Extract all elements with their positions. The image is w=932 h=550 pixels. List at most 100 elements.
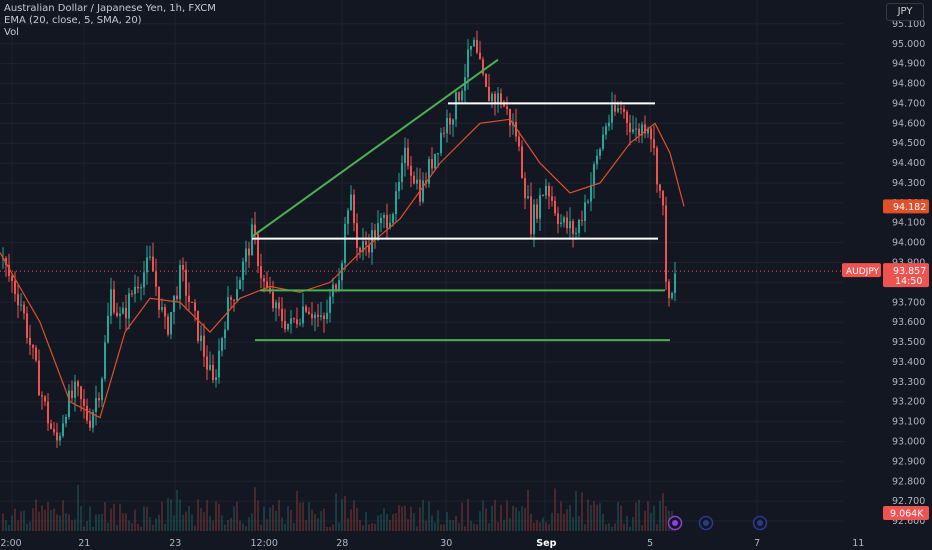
volume-bar	[263, 506, 265, 531]
candle-body	[254, 224, 256, 235]
volume-bar	[146, 506, 148, 531]
volume-bar	[80, 506, 82, 531]
candle-body	[407, 147, 409, 166]
symbol-title[interactable]: Australian Dollar / Japanese Yen, 1h, FX…	[4, 3, 216, 14]
volume-bar	[635, 502, 637, 531]
candle-body	[119, 313, 121, 317]
candle-body	[122, 307, 124, 314]
candle-body	[221, 338, 223, 351]
candle-body	[506, 106, 508, 109]
volume-bar	[26, 523, 28, 531]
candle-body	[383, 214, 385, 218]
currency-button[interactable]: JPY	[886, 3, 924, 21]
candle-body	[47, 401, 49, 424]
candle-body	[248, 248, 250, 256]
candle-body	[140, 287, 142, 289]
volume-bar	[17, 520, 19, 531]
candle-body	[125, 307, 127, 319]
candle-body	[599, 149, 601, 156]
volume-bar	[461, 502, 463, 531]
y-tick-label: 93.400	[892, 357, 925, 368]
volume-bar	[71, 520, 73, 531]
candle-body	[251, 224, 253, 256]
volume-bar	[95, 514, 97, 531]
volume-indicator-label[interactable]: Vol	[4, 27, 19, 38]
volume-bar	[287, 506, 289, 531]
volume-bar	[53, 508, 55, 531]
event-flag-icon-dot	[703, 520, 709, 526]
candle-body	[527, 196, 529, 199]
volume-bar	[77, 484, 79, 531]
candle-body	[623, 108, 625, 112]
candle-body	[653, 139, 655, 148]
ema-indicator-label[interactable]: EMA (20, close, 5, SMA, 20)	[4, 15, 142, 26]
candle-body	[74, 381, 76, 398]
volume-bar	[164, 523, 166, 531]
time-axis[interactable]	[0, 533, 843, 550]
candle-body	[323, 315, 325, 320]
volume-bar	[530, 513, 532, 531]
candle-body	[380, 217, 382, 224]
candle-body	[455, 92, 457, 120]
volume-bar	[269, 507, 271, 531]
candle-body	[659, 184, 661, 191]
candle-body	[575, 232, 577, 234]
candle-body	[224, 329, 226, 339]
candle-body	[209, 364, 211, 370]
volume-bar	[155, 518, 157, 531]
candle-body	[533, 204, 535, 235]
volume-bar	[365, 512, 367, 531]
candle-body	[149, 256, 151, 258]
volume-bar	[74, 519, 76, 531]
event-lightning-icon-dot	[672, 520, 678, 526]
volume-bar	[449, 520, 451, 531]
candle-body	[101, 378, 103, 401]
volume-bar	[593, 501, 595, 531]
volume-bar	[401, 506, 403, 531]
candle-body	[272, 291, 274, 309]
candle-body	[215, 377, 217, 381]
volume-bar	[8, 524, 10, 531]
trend-line[interactable]	[251, 58, 499, 238]
candle-body	[560, 222, 562, 224]
volume-bar	[398, 505, 400, 531]
candle-body	[284, 320, 286, 330]
volume-bar	[326, 526, 328, 531]
volume-bar	[266, 519, 268, 531]
candle-body	[434, 153, 436, 169]
candle-body	[230, 297, 232, 300]
y-tick-label: 94.600	[892, 118, 925, 129]
candle-body	[647, 128, 649, 134]
volume-bar	[20, 511, 22, 531]
volume-bar	[233, 506, 235, 531]
volume-bar	[560, 501, 562, 531]
volume-bar	[608, 523, 610, 531]
volume-bar	[317, 518, 319, 531]
candle-body	[389, 222, 391, 228]
candle-body	[32, 344, 34, 348]
ema-price-label: 94.182	[893, 202, 926, 213]
x-tick-label: 30	[440, 538, 452, 549]
volume-bar	[50, 510, 52, 531]
candle-body	[620, 108, 622, 110]
volume-tag	[883, 506, 929, 520]
candle-body	[458, 92, 460, 101]
volume-bar	[116, 524, 118, 531]
volume-bar	[218, 503, 220, 531]
candle-body	[29, 337, 31, 345]
candle-body	[377, 223, 379, 240]
y-tick-label: 94.400	[892, 158, 925, 169]
candle-body	[566, 217, 568, 229]
volume-bar	[551, 512, 553, 531]
candle-body	[578, 220, 580, 233]
volume-bar	[254, 487, 256, 531]
candle-body	[479, 52, 481, 60]
volume-bar	[257, 500, 259, 531]
candle-body	[665, 205, 667, 282]
candle-body	[350, 194, 352, 211]
symbol-tag	[842, 263, 881, 278]
volume-bar	[35, 499, 37, 531]
candle-body	[635, 128, 637, 130]
